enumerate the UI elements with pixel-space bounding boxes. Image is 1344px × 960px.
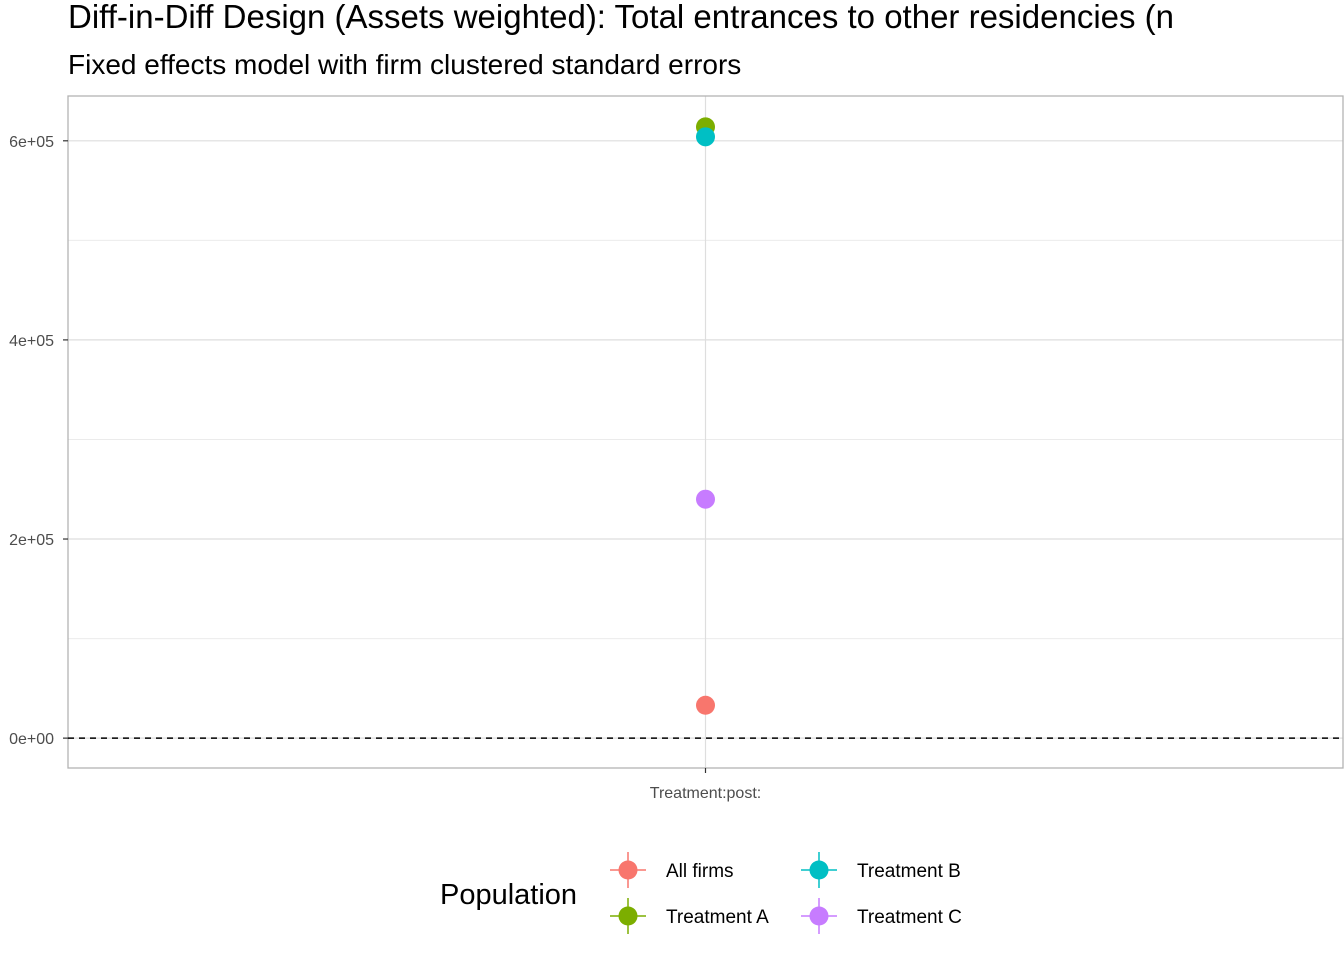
- legend-label: All firms: [666, 861, 734, 882]
- legend-label: Treatment C: [857, 907, 962, 928]
- data-point: [696, 695, 715, 715]
- chart-title: Diff-in-Diff Design (Assets weighted): T…: [68, 0, 1174, 35]
- legend-label: Treatment B: [857, 861, 961, 882]
- plot-panel: 0e+00 2e+05 4e+05 6e+05 Treatment:post:: [9, 95, 1344, 802]
- legend-key-point: [618, 860, 638, 880]
- legend-key-point: [809, 906, 829, 926]
- legend-label: Treatment A: [666, 907, 769, 928]
- legend-title: Population: [440, 879, 577, 911]
- chart-subtitle: Fixed effects model with firm clustered …: [68, 49, 741, 80]
- legend-item: Treatment A: [610, 898, 769, 934]
- y-tick-label: 0e+00: [9, 731, 54, 748]
- legend-item: All firms: [610, 852, 734, 888]
- data-point: [696, 127, 715, 147]
- x-tick-label: Treatment:post:: [650, 785, 761, 802]
- y-tick-label: 2e+05: [9, 532, 54, 549]
- data-point: [696, 489, 715, 509]
- y-tick-label: 4e+05: [9, 333, 54, 350]
- legend-key-point: [809, 860, 829, 880]
- legend: Population All firms Treatment A Treatment…: [440, 852, 962, 934]
- legend-item: Treatment C: [801, 898, 962, 934]
- y-tick-label: 6e+05: [9, 134, 54, 151]
- legend-item: Treatment B: [801, 852, 961, 888]
- legend-key-point: [618, 906, 638, 926]
